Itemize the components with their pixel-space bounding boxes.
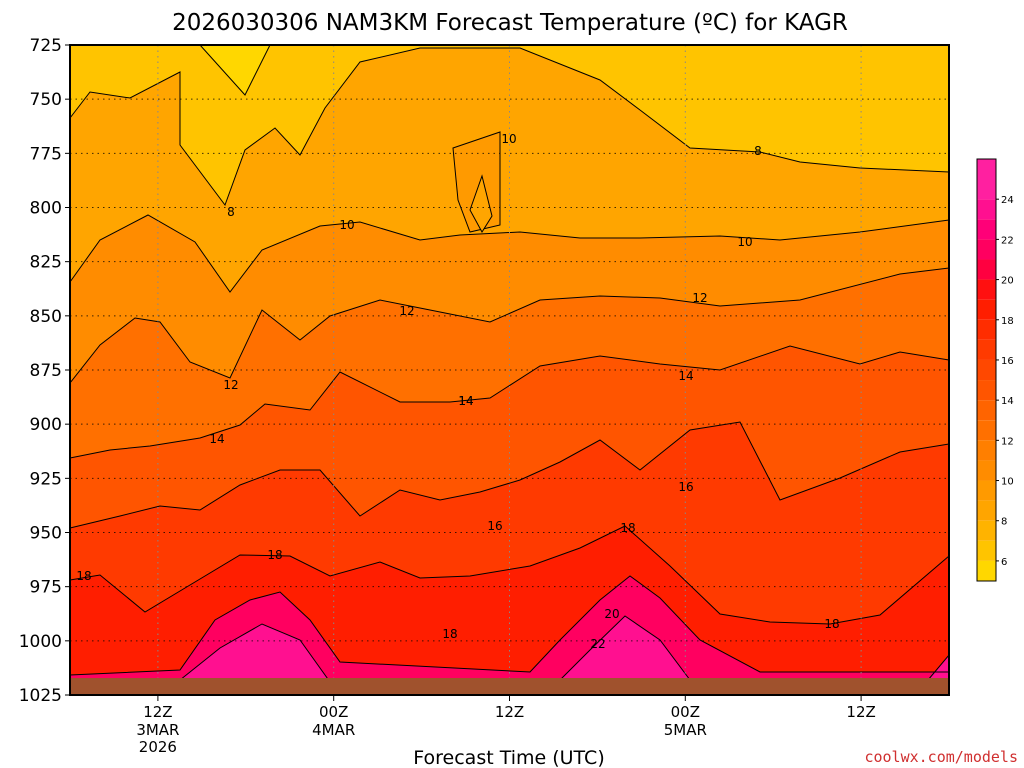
x-tick-label-4: 12Z — [846, 703, 875, 721]
colorbar-bin-11 — [977, 440, 996, 461]
colorbar-tick-label-14: 14 — [1001, 396, 1014, 407]
colorbar-bin-17 — [977, 319, 996, 340]
x-tick-label-0: 12Z — [143, 703, 172, 721]
contour-label-14-1: 14 — [458, 394, 473, 408]
y-tick-label-1000: 1000 — [19, 632, 62, 652]
contour-label-18-1: 18 — [267, 548, 282, 562]
contour-label-18-4: 18 — [824, 617, 839, 631]
colorbar: 6 8 10 12 14 16 18 20 22 24 — [976, 158, 1014, 582]
colorbar-bin-18 — [977, 299, 996, 320]
colorbar-tick-label-16: 16 — [1001, 356, 1014, 367]
gridlines — [70, 45, 949, 695]
y-tick-label-825: 825 — [30, 253, 62, 273]
x-tick-sublabel-1-0: 4MAR — [312, 721, 355, 739]
y-axis: 725 750 775 800 825 850 875 900 925 950 975 1000 102… — [19, 36, 70, 706]
contour-line-14 — [69, 345, 950, 459]
colorbar-bin-19 — [977, 279, 996, 300]
contour-line-8 — [69, 47, 950, 207]
colorbar-tick-label-20: 20 — [1001, 276, 1014, 287]
contour-line-16 — [69, 421, 950, 529]
y-tick-label-875: 875 — [30, 361, 62, 381]
colorbar-frame — [976, 158, 997, 582]
colorbar-bin-13 — [977, 400, 996, 421]
colorbar-bin-16 — [977, 339, 996, 360]
colorbar-bin-14 — [977, 380, 996, 401]
colorbar-bin-9 — [977, 480, 996, 501]
colorbar-bin-15 — [977, 359, 996, 381]
y-tick-label-725: 725 — [30, 36, 62, 56]
contour-label-20-0: 20 — [604, 607, 619, 621]
contour-label-16-1: 16 — [678, 480, 693, 494]
contour-label-12-1: 12 — [399, 304, 414, 318]
colorbar-bin-12 — [977, 420, 996, 441]
contour-label-14-3: 14 — [458, 394, 473, 408]
colorbar-bin-10 — [977, 460, 996, 481]
x-tick-label-1: 00Z — [319, 703, 348, 721]
y-tick-label-850: 850 — [30, 307, 62, 327]
y-tick-label-800: 800 — [30, 199, 62, 219]
temp-band-22 — [180, 616, 949, 682]
y-tick-label-950: 950 — [30, 524, 62, 544]
contour-label-18-2: 18 — [442, 627, 457, 641]
contour-line-20 — [69, 575, 949, 676]
colorbar-tick-label-24: 24 — [1001, 195, 1014, 206]
contour-label-12-2: 12 — [692, 291, 707, 305]
contour-label-8-1: 8 — [754, 144, 762, 158]
contour-line-10 — [69, 214, 950, 293]
contour-line-18 — [69, 525, 950, 625]
colorbar-bin-24 — [977, 159, 996, 200]
y-tick-label-750: 750 — [30, 90, 62, 110]
y-tick-label-775: 775 — [30, 144, 62, 164]
credit-text: coolwx.com/models — [864, 748, 1018, 766]
colorbar-tick-label-10: 10 — [1001, 477, 1014, 488]
plot-area — [69, 44, 950, 696]
y-tick-label-975: 975 — [30, 578, 62, 598]
contour-label-18-0: 18 — [76, 569, 91, 583]
contour-label-22-0: 22 — [590, 637, 605, 651]
x-tick-sublabel-0-0: 3MAR — [136, 721, 179, 739]
x-tick-sublabel-3-0: 5MAR — [664, 721, 707, 739]
colorbar-bin-21 — [977, 239, 996, 260]
contour-line-12 — [69, 267, 950, 384]
y-tick-label-1025: 1025 — [19, 686, 62, 706]
colorbar-tick-label-18: 18 — [1001, 316, 1014, 327]
colorbar-bin-23 — [977, 199, 996, 220]
ground-strip — [70, 678, 949, 695]
colorbar-tick-label-22: 22 — [1001, 235, 1014, 246]
contour-label-18-3: 18 — [620, 521, 635, 535]
contour-label-12-0: 12 — [223, 378, 238, 392]
colorbar-bin-5 — [977, 560, 996, 581]
colorbar-bin-22 — [977, 219, 996, 240]
colorbar-bin-8 — [977, 500, 996, 521]
contour-label-8-0: 8 — [227, 205, 235, 219]
y-tick-label-900: 900 — [30, 415, 62, 435]
colorbar-tick-label-6: 6 — [1001, 557, 1007, 568]
y-tick-label-925: 925 — [30, 469, 62, 489]
x-tick-label-2: 12Z — [495, 703, 524, 721]
x-tick-sublabel-0-1: 2026 — [139, 738, 177, 756]
contour-label-10-0: 10 — [339, 218, 354, 232]
colorbar-tick-label-12: 12 — [1001, 436, 1014, 447]
contour-line-10-core — [469, 174, 493, 233]
x-axis-title: Forecast Time (UTC) — [413, 747, 604, 768]
x-tick-label-3: 00Z — [671, 703, 700, 721]
colorbar-bin-6 — [977, 540, 996, 561]
chart-title: 2026030306 NAM3KM Forecast Temperature (… — [172, 10, 848, 36]
temperature-bands — [70, 45, 949, 695]
colorbar-tick-label-8: 8 — [1001, 517, 1007, 528]
contour-label-10-1: 10 — [501, 132, 516, 146]
colorbar-bin-20 — [977, 259, 996, 280]
contour-label-16-0: 16 — [487, 519, 502, 533]
contour-label-14-2: 14 — [678, 369, 693, 383]
contour-label-10-2: 10 — [737, 235, 752, 249]
colorbar-bin-7 — [977, 520, 996, 541]
contour-label-14-0: 14 — [209, 432, 224, 446]
